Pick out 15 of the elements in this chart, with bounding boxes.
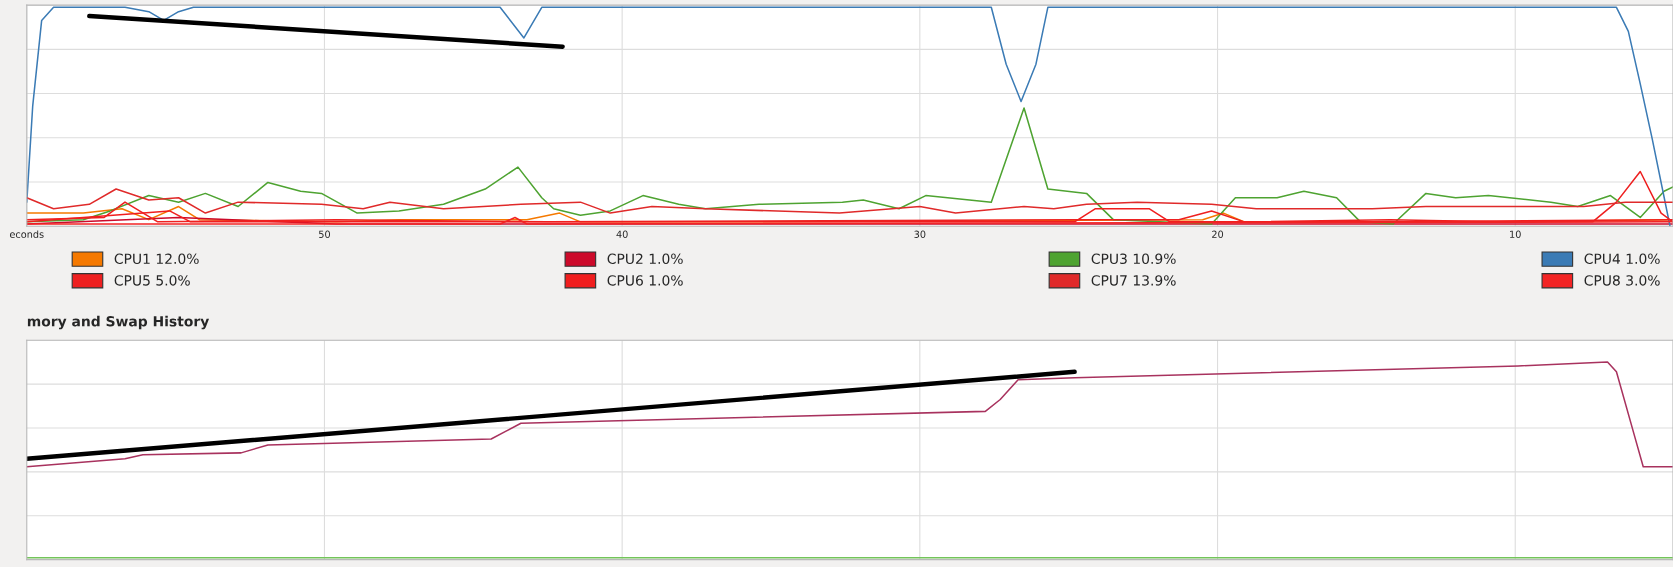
legend-label: CPU4 1.0% [1584, 253, 1660, 264]
x-tick-label: 50 [319, 230, 330, 238]
chart-title: mory and Swap History [27, 315, 210, 330]
legend-label: CPU7 13.9% [1091, 275, 1176, 286]
legend-label: CPU1 12.0% [114, 253, 199, 264]
legend-label: CPU3 10.9% [1091, 253, 1176, 264]
legend-label: CPU8 3.0% [1584, 275, 1660, 286]
x-tick-label: econds [9, 230, 44, 238]
x-tick-label: 10 [1510, 230, 1521, 238]
legend-label: CPU5 5.0% [114, 275, 190, 286]
x-tick-label: 40 [616, 230, 628, 238]
legend-label: CPU2 1.0% [607, 253, 683, 264]
legend-label: CPU6 1.0% [607, 275, 683, 286]
x-tick-label: 30 [914, 230, 926, 238]
x-tick-label: 20 [1212, 230, 1224, 238]
